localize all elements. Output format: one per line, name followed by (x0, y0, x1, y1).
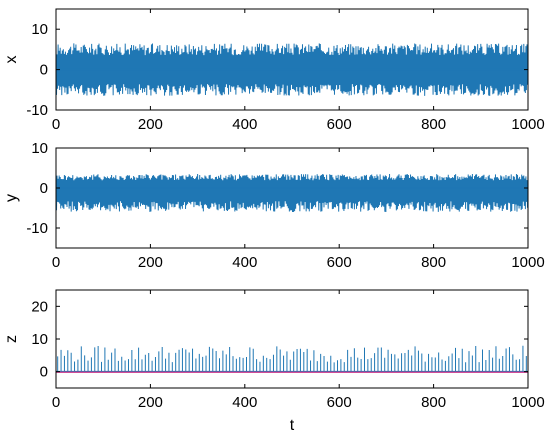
x-axis-label: t (290, 417, 295, 434)
x-tick-label: 600 (327, 394, 352, 411)
y-tick-label: 0 (40, 364, 48, 381)
x-tick-label: 800 (421, 394, 446, 411)
y-tick-label: 0 (40, 180, 48, 197)
y-tick-label: -10 (26, 102, 48, 119)
x-tick-label: 200 (138, 394, 163, 411)
plot-area (56, 290, 528, 388)
x-tick-label: 400 (232, 254, 257, 271)
x-tick-label: 0 (52, 254, 60, 271)
y-tick-label: 10 (31, 331, 48, 348)
y-axis-label: x (3, 56, 20, 64)
x-tick-label: 400 (232, 394, 257, 411)
y-tick-label: -10 (26, 220, 48, 237)
x-tick-label: 200 (138, 254, 163, 271)
x-tick-label: 400 (232, 116, 257, 133)
x-tick-label: 1000 (511, 394, 544, 411)
series-line (55, 174, 529, 212)
x-tick-label: 200 (138, 116, 163, 133)
panel-z: 0 200 400 600 800 1000 0 10 20 z t (3, 289, 545, 434)
x-tick-label: 800 (421, 116, 446, 133)
x-tick-label: 0 (52, 116, 60, 133)
axes-frame (55, 8, 529, 111)
series-spikes (57, 345, 527, 372)
series-line (55, 43, 529, 96)
x-tick-label: 0 (52, 394, 60, 411)
y-tick-label: 10 (31, 140, 48, 157)
y-axis-label: z (3, 335, 20, 343)
y-tick-label: 0 (40, 62, 48, 79)
x-tick-label: 600 (327, 116, 352, 133)
y-tick-label: 10 (31, 21, 48, 38)
axes-frame (55, 147, 529, 249)
x-tick-label: 800 (421, 254, 446, 271)
x-tick-label: 600 (327, 254, 352, 271)
x-tick-label: 1000 (511, 116, 544, 133)
x-tick-label: 1000 (511, 254, 544, 271)
y-tick-label: 20 (31, 298, 48, 315)
y-axis-label: y (3, 194, 20, 202)
